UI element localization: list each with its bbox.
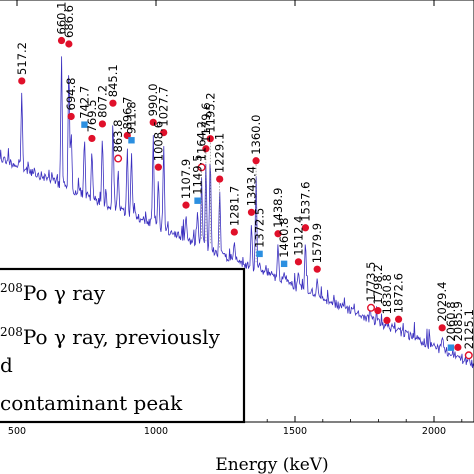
peak-label: 845.1 (106, 64, 120, 97)
peak-label: 1343.4 (245, 166, 259, 206)
peak-label: 2060.8 (444, 301, 458, 341)
legend-entry-text: d (0, 353, 13, 377)
peak-marker-filled (374, 307, 382, 315)
peak-label: 1537.6 (299, 182, 313, 222)
peak-label: 769.5 (85, 99, 99, 132)
peak-marker-square (81, 121, 88, 128)
legend-box (0, 267, 246, 424)
peak-marker-filled (98, 120, 107, 128)
peak-label: 1773.5 (364, 262, 378, 302)
legend-entry-label: Po γ ray, previously (23, 325, 221, 349)
peak-marker-square (256, 250, 263, 258)
spectrum-series (0, 56, 474, 369)
peak-marker-filled (216, 175, 224, 183)
peak-label: 1281.7 (227, 186, 241, 226)
peak-leader-lines (201, 142, 257, 264)
peak-marker-filled (182, 201, 190, 209)
x-tick-label: 500 (8, 426, 26, 437)
peak-label: 807.2 (95, 85, 109, 118)
peak-marker-square (128, 137, 135, 144)
peak-marker-filled (252, 157, 260, 165)
legend-entry-label: Po γ ray (23, 281, 106, 305)
peak-label: 1798.2 (371, 264, 385, 304)
peak-marker-filled (67, 112, 75, 121)
peak-label: 1195.2 (203, 92, 217, 132)
legend-entry-sup: 208 (0, 281, 23, 295)
peak-marker-filled (230, 228, 238, 236)
peak-marker-filled (88, 134, 96, 143)
peak-marker-filled (438, 324, 446, 332)
peak-marker-open (114, 154, 123, 163)
peak-label: 2125.1 (462, 309, 474, 349)
legend-entry-sup: 208 (0, 325, 23, 339)
peak-label: 1872.6 (392, 273, 406, 313)
peak-marker-filled (160, 128, 168, 137)
peak-label: 2085.9 (451, 301, 465, 341)
peak-marker-filled (274, 230, 282, 238)
peak-marker-filled (154, 163, 162, 171)
peak-label: 660.1 (55, 2, 69, 35)
peak-label: 517.2 (15, 42, 29, 75)
peak-label: 1027.7 (157, 86, 171, 126)
legend-entry-text: contaminant peak (0, 391, 183, 415)
peak-marker-filled (202, 145, 210, 153)
peak-label: 1579.9 (310, 223, 324, 263)
peak-marker-filled (57, 36, 66, 45)
peak-label: 694.8 (64, 78, 78, 111)
peak-marker-square (447, 344, 455, 351)
peak-label: 1512.4 (291, 216, 305, 256)
peak-marker-open (197, 163, 206, 172)
peak-label: 1107.9 (179, 159, 193, 199)
peak-marker-filled (301, 224, 310, 232)
spectrum-line (0, 56, 474, 369)
x-tick-label: 1500 (283, 426, 307, 437)
peak-marker-open (464, 351, 473, 360)
peak-label: 1164.2 (195, 121, 209, 161)
peak-marker-filled (65, 40, 73, 48)
peak-marker-filled (247, 208, 256, 216)
x-axis-label: Energy (keV) (215, 455, 328, 474)
peak-label: 2029.4 (435, 282, 449, 322)
legend-entry-label: contaminant peak (0, 391, 183, 415)
peak-marker-filled (149, 118, 157, 126)
legend-entry-text: 208Po γ ray, previously (0, 325, 221, 349)
peak-label: 1460.8 (277, 218, 291, 258)
peak-marker-filled (206, 135, 214, 143)
peak-markers (18, 36, 473, 360)
peak-label: 911.8 (125, 101, 139, 134)
peak-label: 1372.5 (253, 208, 267, 248)
peak-label: 1830.8 (380, 274, 394, 314)
legend-entry-text: 208Po γ ray (0, 281, 106, 305)
peak-marker-filled (18, 77, 26, 85)
peak-marker-filled (294, 258, 303, 266)
peak-marker-square (280, 260, 288, 268)
peak-marker-filled (313, 265, 321, 273)
peak-label: 1179.6 (199, 102, 213, 142)
peak-label: 1229.1 (213, 133, 227, 173)
peak-marker-filled (394, 315, 403, 323)
peak-marker-filled (454, 343, 462, 351)
peak-marker-open (367, 303, 376, 312)
x-tick-label: 1000 (144, 426, 168, 437)
peak-label: 742.7 (78, 86, 92, 119)
peak-label: 1149.5 (191, 154, 205, 194)
peak-label: 1438.9 (271, 188, 285, 228)
peak-label: 1360.0 (249, 115, 263, 155)
peak-marker-filled (109, 99, 117, 107)
peak-marker-filled (383, 316, 391, 324)
x-tick-label: 2000 (422, 426, 446, 437)
peak-marker-square (194, 197, 201, 204)
peak-label: 863.8 (111, 120, 125, 153)
peak-label: 896.7 (120, 97, 134, 130)
peak-label: 686.6 (62, 5, 76, 38)
legend-entry-label: d (0, 353, 13, 377)
peak-label: 990.0 (146, 83, 160, 116)
peak-label: 1008.6 (151, 121, 165, 161)
